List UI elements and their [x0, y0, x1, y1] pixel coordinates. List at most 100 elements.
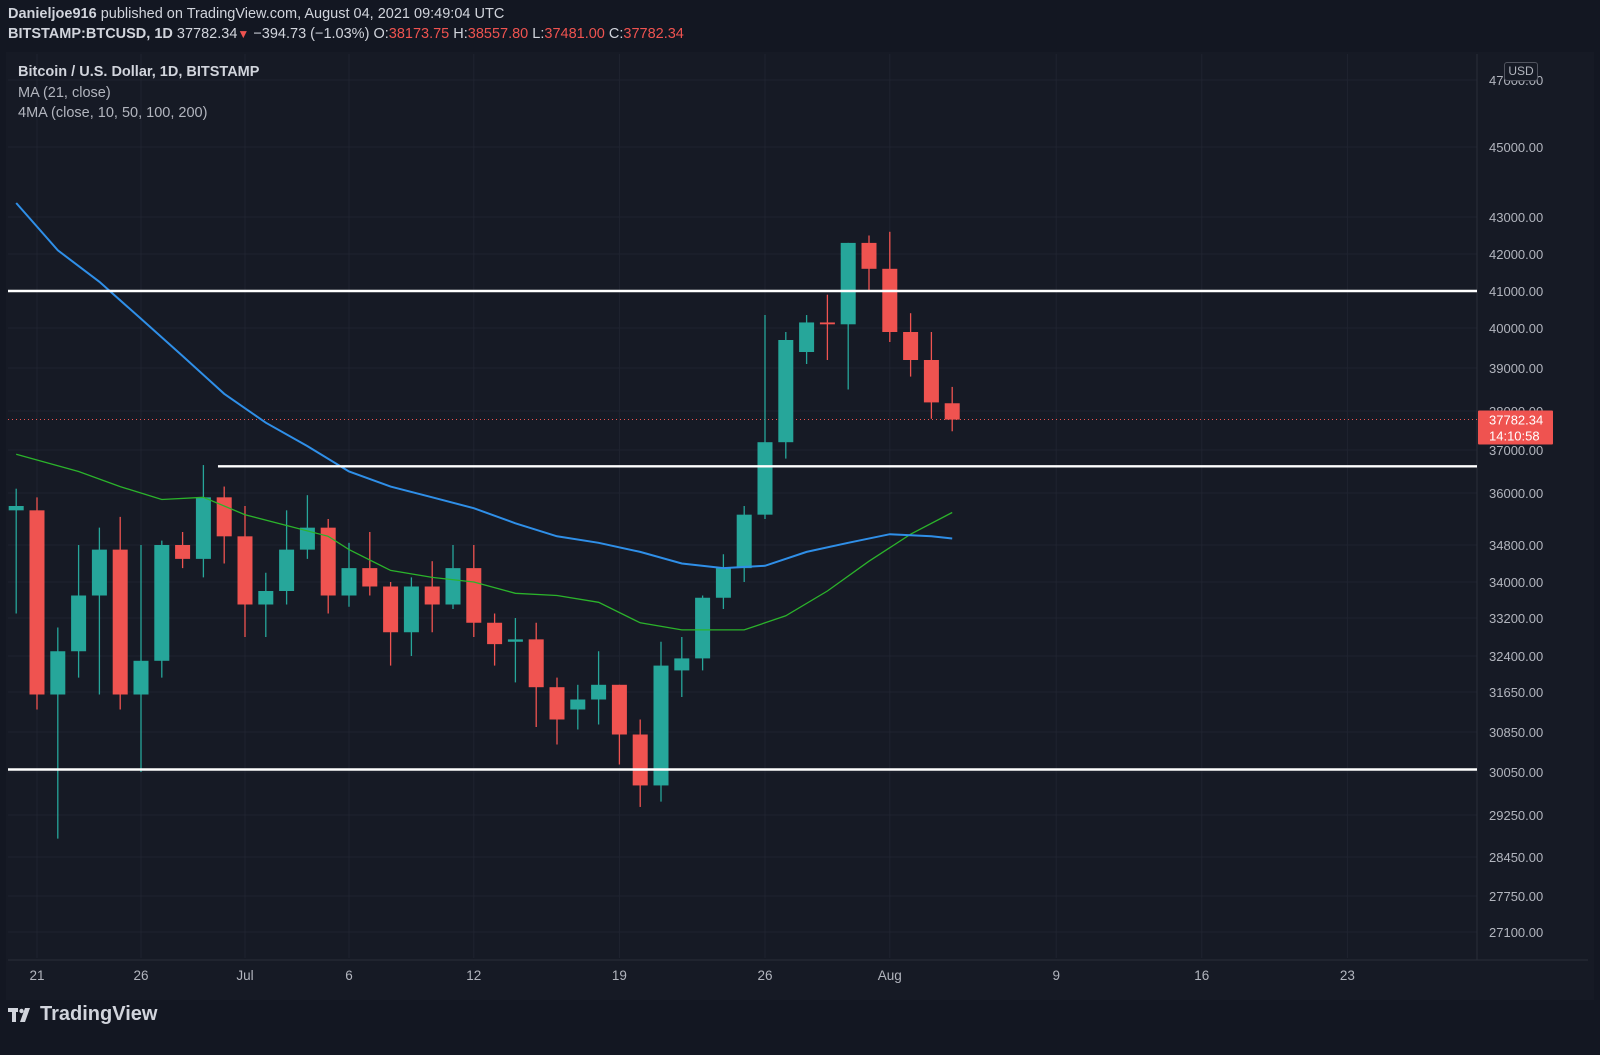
- candle-down[interactable]: [819, 322, 835, 325]
- y-tick-label: 37000.00: [1489, 443, 1543, 458]
- y-tick-label: 42000.00: [1489, 247, 1543, 262]
- candle-down[interactable]: [487, 622, 503, 645]
- candle-up[interactable]: [50, 651, 66, 695]
- legend-title[interactable]: Bitcoin / U.S. Dollar, 1D, BITSTAMP: [18, 64, 260, 80]
- last-price: 37782.34: [176, 26, 238, 42]
- candle-up[interactable]: [507, 639, 523, 642]
- candle-down[interactable]: [861, 242, 877, 269]
- candle-up[interactable]: [279, 549, 295, 591]
- ohlc-high-label: H:: [453, 26, 468, 42]
- y-tick-label: 30850.00: [1489, 725, 1543, 740]
- ohlc-open-label: O:: [373, 26, 389, 42]
- symbol-label[interactable]: BITSTAMP:BTCUSD, 1D: [8, 26, 173, 42]
- legend-ma21[interactable]: MA (21, close): [18, 84, 111, 101]
- y-tick-label: 30050.00: [1489, 765, 1543, 780]
- candle-up[interactable]: [778, 340, 794, 443]
- candle-down[interactable]: [944, 403, 960, 420]
- candle-down[interactable]: [466, 568, 482, 623]
- y-tick-label: 28450.00: [1489, 850, 1543, 865]
- y-tick-label: 34800.00: [1489, 538, 1543, 553]
- ohlc-open-value: 38173.75: [388, 26, 450, 42]
- candle-down[interactable]: [29, 510, 45, 695]
- y-tick-label: 32400.00: [1489, 649, 1543, 664]
- down-arrow-icon: ▼: [237, 27, 250, 41]
- candle-up[interactable]: [799, 322, 815, 352]
- candle-down[interactable]: [632, 734, 648, 786]
- candle-up[interactable]: [71, 595, 87, 652]
- ohlc-high-value: 38557.80: [467, 26, 529, 42]
- price-tag[interactable]: [1478, 410, 1553, 445]
- price-tag-countdown: 14:10:58: [1489, 428, 1540, 443]
- candle-down[interactable]: [320, 527, 336, 596]
- candle-down[interactable]: [528, 639, 544, 688]
- candle-up[interactable]: [591, 684, 607, 700]
- candle-up[interactable]: [91, 549, 107, 596]
- y-tick-label: 27100.00: [1489, 925, 1543, 940]
- candle-down[interactable]: [611, 684, 627, 735]
- candle-up[interactable]: [154, 545, 170, 661]
- chart-legend: Bitcoin / U.S. Dollar, 1D, BITSTAMP MA (…: [18, 62, 259, 124]
- tradingview-logo[interactable]: TradingView: [8, 1003, 157, 1026]
- x-tick-label: 21: [29, 968, 44, 983]
- candle-down[interactable]: [175, 545, 191, 559]
- candle-down[interactable]: [903, 332, 919, 360]
- candle-up[interactable]: [757, 442, 773, 515]
- price-change: −394.73 (−1.03%): [253, 26, 370, 42]
- price-chart[interactable]: 47000.0045000.0043000.0042000.0041000.00…: [0, 0, 1600, 1000]
- candle-down[interactable]: [923, 360, 939, 403]
- candle-up[interactable]: [715, 568, 731, 598]
- ohlc-low-value: 37481.00: [544, 26, 605, 42]
- price-tag-value: 37782.34: [1489, 412, 1543, 427]
- candle-up[interactable]: [736, 514, 752, 569]
- candle-up[interactable]: [840, 242, 856, 325]
- candle-up[interactable]: [445, 568, 461, 605]
- x-tick-label: 26: [757, 968, 772, 983]
- candle-up[interactable]: [299, 527, 315, 550]
- candle-up[interactable]: [653, 665, 669, 786]
- y-tick-label: 36000.00: [1489, 486, 1543, 501]
- footer: [0, 1000, 1600, 1055]
- candle-up[interactable]: [133, 660, 149, 695]
- publish-info: Danieljoe916 published on TradingView.co…: [8, 6, 504, 22]
- x-tick-label: 6: [345, 968, 353, 983]
- y-tick-label: 34000.00: [1489, 575, 1543, 590]
- candle-down[interactable]: [383, 586, 399, 633]
- currency-badge[interactable]: USD: [1504, 62, 1538, 81]
- candle-down[interactable]: [424, 586, 440, 605]
- y-tick-label: 39000.00: [1489, 361, 1543, 376]
- chart-area[interactable]: [6, 52, 1594, 1012]
- author-name[interactable]: Danieljoe916: [8, 6, 97, 22]
- candle-up[interactable]: [570, 699, 586, 710]
- x-tick-label: 23: [1340, 968, 1355, 983]
- ma21-line[interactable]: [16, 453, 953, 631]
- candle-up[interactable]: [8, 506, 24, 511]
- x-tick-label: 9: [1052, 968, 1060, 983]
- candle-up[interactable]: [195, 497, 211, 559]
- y-tick-label: 31650.00: [1489, 685, 1543, 700]
- x-tick-label: 19: [612, 968, 627, 983]
- candle-down[interactable]: [237, 536, 253, 605]
- y-tick-label: 41000.00: [1489, 284, 1543, 299]
- candle-down[interactable]: [112, 549, 128, 695]
- y-tick-label: 45000.00: [1489, 140, 1543, 155]
- candle-down[interactable]: [362, 568, 378, 587]
- ohlc-low-label: L:: [532, 26, 545, 42]
- tradingview-icon: [8, 1007, 30, 1022]
- symbol-info: BITSTAMP:BTCUSD, 1D 37782.34▼ −394.73 (−…: [8, 26, 684, 42]
- candle-up[interactable]: [403, 586, 419, 633]
- candle-up[interactable]: [674, 658, 690, 671]
- candle-up[interactable]: [695, 597, 711, 659]
- y-tick-label: 40000.00: [1489, 321, 1543, 336]
- x-tick-label: 26: [133, 968, 148, 983]
- candle-down[interactable]: [882, 268, 898, 332]
- published-text: published on TradingView.com, August 04,…: [100, 6, 505, 22]
- ma50-line[interactable]: [15, 202, 953, 570]
- candle-down[interactable]: [549, 687, 565, 720]
- candle-up[interactable]: [341, 568, 357, 596]
- y-tick-label: 27750.00: [1489, 889, 1543, 904]
- candle-up[interactable]: [258, 591, 274, 605]
- x-tick-label: Jul: [236, 968, 253, 983]
- legend-4ma[interactable]: 4MA (close, 10, 50, 100, 200): [18, 105, 208, 121]
- brand-name: TradingView: [40, 1003, 158, 1025]
- y-tick-label: 29250.00: [1489, 808, 1543, 823]
